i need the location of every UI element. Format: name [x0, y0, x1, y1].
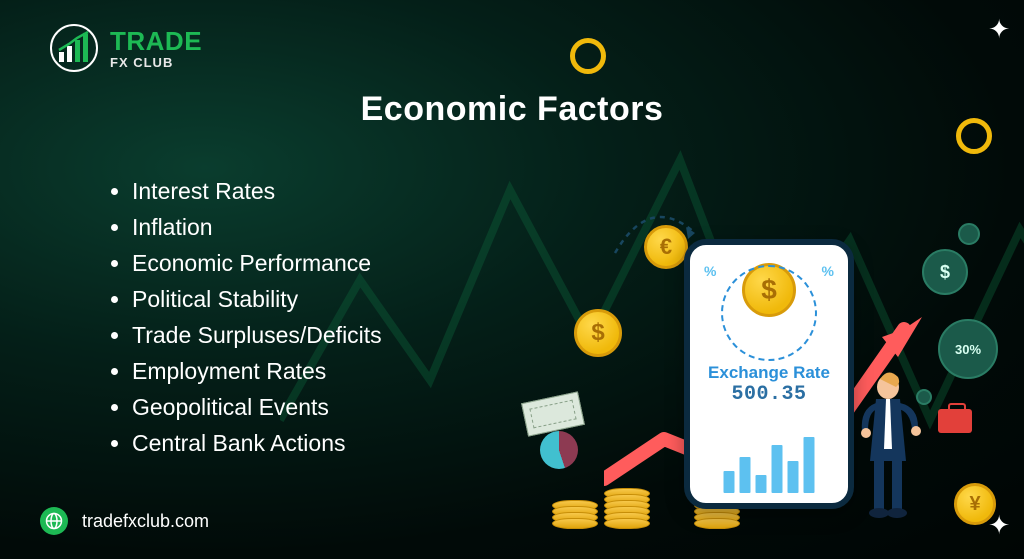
plus-icon: ✦ [988, 14, 1010, 45]
phone-label: Exchange Rate [700, 363, 838, 383]
banknotes-icon [521, 391, 585, 436]
briefcase-icon [938, 409, 972, 433]
logo-text-trade: TRADE [110, 28, 202, 54]
footer: tradefxclub.com [40, 507, 209, 535]
percent-icon: % [704, 263, 716, 279]
list-item: Employment Rates [132, 358, 382, 385]
logo-bars-icon [50, 24, 98, 72]
footer-site: tradefxclub.com [82, 511, 209, 532]
list-item: Political Stability [132, 286, 382, 313]
list-item: Trade Surpluses/Deficits [132, 322, 382, 349]
list-item: Central Bank Actions [132, 430, 382, 457]
factor-list: Interest Rates Inflation Economic Perfor… [108, 178, 382, 466]
yen-coin-icon: ¥ [954, 483, 996, 525]
phone-card: % % $ Exchange Rate 500.35 [684, 239, 854, 509]
decor-ring-icon [570, 38, 606, 74]
euro-coin-icon: € [644, 225, 688, 269]
dollar-coin-icon: $ [574, 309, 622, 357]
percent-bubble-icon: 30% [938, 319, 998, 379]
page-title: Economic Factors [0, 90, 1024, 129]
pie-chart-icon [540, 431, 578, 469]
coin-stack-icon [552, 505, 598, 529]
list-item: Interest Rates [132, 178, 382, 205]
decor-bubble-icon [916, 389, 932, 405]
coin-stack-icon [604, 493, 650, 529]
globe-icon [40, 507, 68, 535]
brand-logo: TRADE FX CLUB [50, 24, 202, 72]
dashed-circle-icon [721, 265, 817, 361]
list-item: Economic Performance [132, 250, 382, 277]
mini-bar-chart-icon [724, 437, 815, 493]
list-item: Inflation [132, 214, 382, 241]
businessman-icon [852, 369, 924, 519]
logo-text-sub: FX CLUB [110, 56, 202, 69]
list-item: Geopolitical Events [132, 394, 382, 421]
phone-value: 500.35 [700, 383, 838, 406]
illustration: $ € % % $ Exchange Rate 500.35 [524, 199, 994, 529]
dollar-bubble-icon: $ [922, 249, 968, 295]
percent-icon: % [822, 263, 834, 279]
decor-bubble-icon [958, 223, 980, 245]
